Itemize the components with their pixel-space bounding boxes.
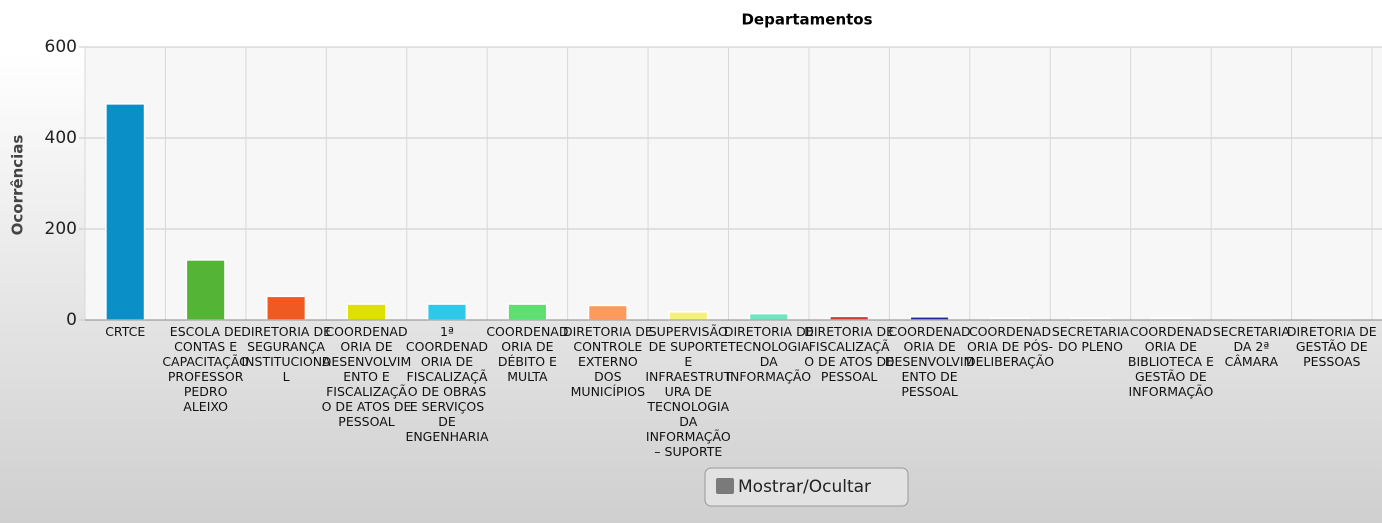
legend-button[interactable]: [704, 467, 909, 507]
y-tick-label: 200: [45, 219, 77, 239]
legend-label[interactable]: Mostrar/Ocultar: [738, 477, 871, 497]
y-tick-label: 0: [66, 310, 77, 330]
y-axis-label: Ocorrências: [9, 135, 27, 236]
x-tick-label: DIRETORIA DE TECNOLOGIA DA INFORMAÇÃO: [723, 324, 814, 384]
x-tick-label: DIRETORIA DE GESTÃO DE PESSOAS: [1286, 324, 1377, 369]
x-tick-label-box: SUPERVISÃO DE SUPORTE E INFRAESTRUTURA D…: [645, 324, 732, 459]
x-tick-label-box: DIRETORIA DE CONTROLE EXTERNO DOS MUNICÍ…: [562, 324, 653, 399]
chart-title: Departamentos: [741, 11, 872, 29]
bar: [829, 315, 870, 321]
x-tick-label: SECRETARIA DO PLENO: [1051, 324, 1130, 354]
x-tick-label-box: DIRETORIA DE FISCALIZAÇÃO DE ATOS DE PES…: [804, 324, 895, 384]
x-tick-label: 1ª COORDENADORIA DE FISCALIZAÇÃO DE OBRA…: [405, 324, 489, 444]
x-tick-label: SECRETARIA DA 2ª CÂMARA: [1212, 324, 1290, 369]
bar: [105, 103, 146, 321]
bar: [507, 303, 548, 321]
x-tick-label-box: 1ª COORDENADORIA DE FISCALIZAÇÃO DE OBRA…: [405, 324, 489, 444]
bar: [587, 304, 628, 321]
x-tick-label-box: SECRETARIA DA 2ª CÂMARA: [1212, 324, 1290, 369]
bar: [346, 303, 387, 321]
bar: [426, 303, 468, 321]
x-tick-label-box: DIRETORIA DE TECNOLOGIA DA INFORMAÇÃO: [723, 324, 814, 384]
x-tick-label-box: CRTCE: [105, 324, 146, 339]
x-tick-label: COORDENADORIA DE DÉBITO E MULTA: [486, 324, 569, 384]
x-tick-label: CRTCE: [105, 324, 146, 339]
legend-swatch: [716, 478, 734, 494]
x-tick-label: DIRETORIA DE FISCALIZAÇÃO DE ATOS DE PES…: [804, 324, 895, 384]
plot-area: [85, 47, 1382, 320]
bar: [185, 259, 226, 321]
x-tick-label: DIRETORIA DE CONTROLE EXTERNO DOS MUNICÍ…: [562, 324, 653, 399]
x-tick-label-box: COORDENADORIA DE DÉBITO E MULTA: [486, 324, 569, 384]
x-tick-label-box: COORDENADORIA DE BIBLIOTECA E GESTÃO DE …: [1127, 324, 1214, 399]
x-tick-label-box: DIRETORIA DE SEGURANÇA INSTITUCIONAL: [241, 324, 331, 384]
bar: [668, 311, 709, 321]
x-tick-label-box: COORDENADORIA DE DESENVOLVIMENTO DE PESS…: [884, 324, 975, 399]
legend[interactable]: Mostrar/Ocultar: [704, 467, 909, 507]
x-tick-label: SUPERVISÃO DE SUPORTE E INFRAESTRUTURA D…: [645, 324, 732, 459]
x-tick-label: COORDENADORIA DE DESENVOLVIMENTO E FISCA…: [321, 324, 412, 429]
bar: [266, 295, 307, 321]
y-tick-label: 600: [45, 37, 77, 57]
x-tick-label: COORDENADORIA DE DESENVOLVIMENTO DE PESS…: [884, 324, 975, 399]
bar: [748, 312, 789, 321]
x-tick-label-box: COORDENADORIA DE PÓS-DELIBERAÇÃO: [966, 324, 1055, 369]
x-tick-label: COORDENADORIA DE BIBLIOTECA E GESTÃO DE …: [1127, 324, 1214, 399]
x-tick-label-box: DIRETORIA DE GESTÃO DE PESSOAS: [1286, 324, 1377, 369]
x-tick-label: COORDENADORIA DE PÓS-DELIBERAÇÃO: [966, 324, 1055, 369]
x-tick-label: DIRETORIA DE SEGURANÇA INSTITUCIONAL: [241, 324, 331, 384]
x-tick-label-box: SECRETARIA DO PLENO: [1051, 324, 1130, 354]
y-tick-label: 400: [45, 128, 77, 148]
x-tick-label-box: COORDENADORIA DE DESENVOLVIMENTO E FISCA…: [321, 324, 412, 429]
x-tick-label-box: ESCOLA DE CONTAS E CAPACITAÇÃO PROFESSOR…: [162, 324, 249, 414]
x-tick-label: ESCOLA DE CONTAS E CAPACITAÇÃO PROFESSOR…: [162, 324, 249, 414]
